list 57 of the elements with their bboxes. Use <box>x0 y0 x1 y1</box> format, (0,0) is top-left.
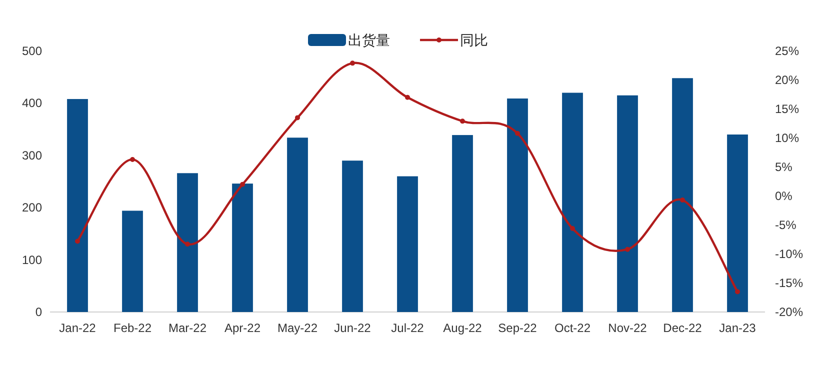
y-tick-label: 0 <box>35 305 42 319</box>
point <box>295 115 300 120</box>
point <box>405 94 410 100</box>
y2-tick-label: 25% <box>775 44 800 58</box>
y2-tick-label: 20% <box>775 73 800 87</box>
bar <box>562 92 583 312</box>
point <box>185 242 190 247</box>
bar <box>507 98 528 312</box>
x-tick-label: Nov-22 <box>608 321 648 335</box>
y-tick-label: 400 <box>22 96 42 110</box>
bar <box>287 138 308 312</box>
legend-label: 出货量 <box>348 32 390 48</box>
y2-tick-label: 0% <box>775 189 793 203</box>
bar <box>617 95 638 312</box>
bar <box>232 184 253 312</box>
bar <box>672 78 693 312</box>
x-tick-label: Jan-23 <box>719 321 756 335</box>
point <box>240 182 245 187</box>
point <box>130 156 135 162</box>
legend-label: 同比 <box>460 32 488 48</box>
x-tick-label: Mar-22 <box>168 321 207 335</box>
y2-tick-label: -15% <box>775 276 804 290</box>
y2-tick-label: 10% <box>775 131 800 145</box>
point <box>350 60 355 66</box>
point <box>515 130 520 136</box>
y2-tick-label: 15% <box>775 102 800 116</box>
x-tick-label: Oct-22 <box>554 321 591 335</box>
x-tick-label: May-22 <box>277 321 318 335</box>
y2-tick-label: -10% <box>775 247 804 261</box>
bar <box>342 160 363 312</box>
x-tick-label: Sep-22 <box>498 321 538 335</box>
y2-tick-label: -5% <box>775 218 797 232</box>
point <box>75 238 80 244</box>
x-tick-label: Jan-22 <box>59 321 96 335</box>
x-tick-label: Feb-22 <box>113 321 152 335</box>
bar <box>397 176 418 312</box>
point <box>625 246 630 252</box>
x-tick-label: Aug-22 <box>443 321 482 335</box>
bar <box>727 134 748 312</box>
x-tick-label: Apr-22 <box>224 321 261 335</box>
y-tick-label: 500 <box>22 44 42 58</box>
x-tick-label: Dec-22 <box>663 321 702 335</box>
y-tick-label: 200 <box>22 200 42 215</box>
y-tick-label: 100 <box>22 252 42 267</box>
point <box>460 118 465 124</box>
bar <box>67 99 88 312</box>
bar <box>122 210 143 312</box>
x-tick-label: Jun-22 <box>334 321 372 335</box>
bar <box>452 135 473 312</box>
point <box>570 226 575 231</box>
x-tick-label: Jul-22 <box>391 321 424 335</box>
y-tick-label: 300 <box>22 148 42 162</box>
point <box>735 289 740 294</box>
point <box>680 198 685 203</box>
y2-tick-label: 5% <box>775 160 793 174</box>
bar <box>177 173 198 312</box>
y2-tick-label: -20% <box>775 305 804 319</box>
